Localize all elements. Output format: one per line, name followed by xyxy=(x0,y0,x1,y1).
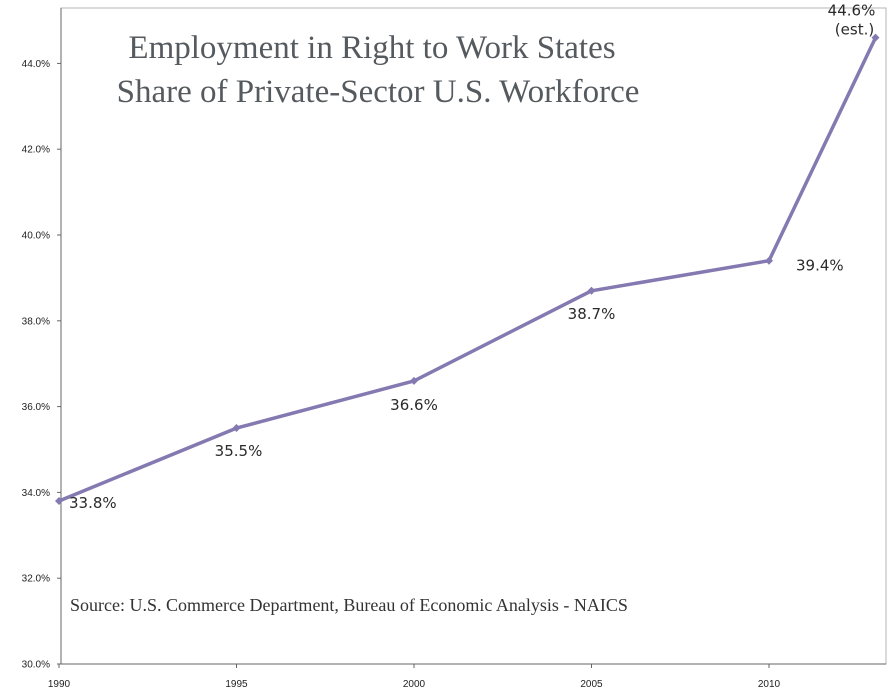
y-tick-label: 38.0% xyxy=(22,316,50,327)
x-tick-label: 2000 xyxy=(403,679,426,690)
x-tick-label: 2005 xyxy=(580,679,603,690)
y-tick-label: 44.0% xyxy=(22,59,50,70)
data-point-marker xyxy=(587,286,596,295)
y-tick-label: 30.0% xyxy=(22,660,50,671)
y-tick-label: 34.0% xyxy=(22,488,50,499)
data-point-marker xyxy=(232,424,241,433)
data-label: 44.6% xyxy=(828,2,876,20)
data-point-marker xyxy=(871,33,880,42)
chart-title-line-1: Employment in Right to Work States xyxy=(128,30,615,66)
series-line xyxy=(57,35,878,503)
x-tick-label: 1990 xyxy=(48,679,71,690)
source-note: Source: U.S. Commerce Department, Bureau… xyxy=(70,595,628,615)
y-tick-label: 42.0% xyxy=(22,145,50,156)
data-sublabel: (est.) xyxy=(835,21,874,39)
data-point-marker xyxy=(765,256,773,265)
data-point-marker xyxy=(410,376,418,385)
y-tick-label: 32.0% xyxy=(22,574,50,585)
series-group xyxy=(55,33,880,505)
data-label: 38.7% xyxy=(568,305,616,323)
x-axis-ticks: 1990 1995 2000 2005 2010 xyxy=(48,664,781,690)
data-label: 35.5% xyxy=(215,442,263,460)
data-point-marker xyxy=(55,496,63,505)
chart-title-line-2: Share of Private-Sector U.S. Workforce xyxy=(117,74,640,110)
y-tick-label: 36.0% xyxy=(22,402,50,413)
y-axis-ticks: 30.0% 32.0% 34.0% 36.0% 38.0% 40.0% 42.0% 44.0% xyxy=(22,59,61,671)
x-tick-label: 2010 xyxy=(758,679,781,690)
x-tick-label: 1995 xyxy=(225,679,248,690)
data-label: 33.8% xyxy=(69,494,117,512)
data-labels: 33.8% 35.5% 36.6% 38.7% 39.4% 44.6%(est.) xyxy=(69,2,875,512)
data-label: 39.4% xyxy=(796,257,844,275)
y-tick-label: 40.0% xyxy=(22,231,50,242)
data-label: 36.6% xyxy=(390,396,438,414)
